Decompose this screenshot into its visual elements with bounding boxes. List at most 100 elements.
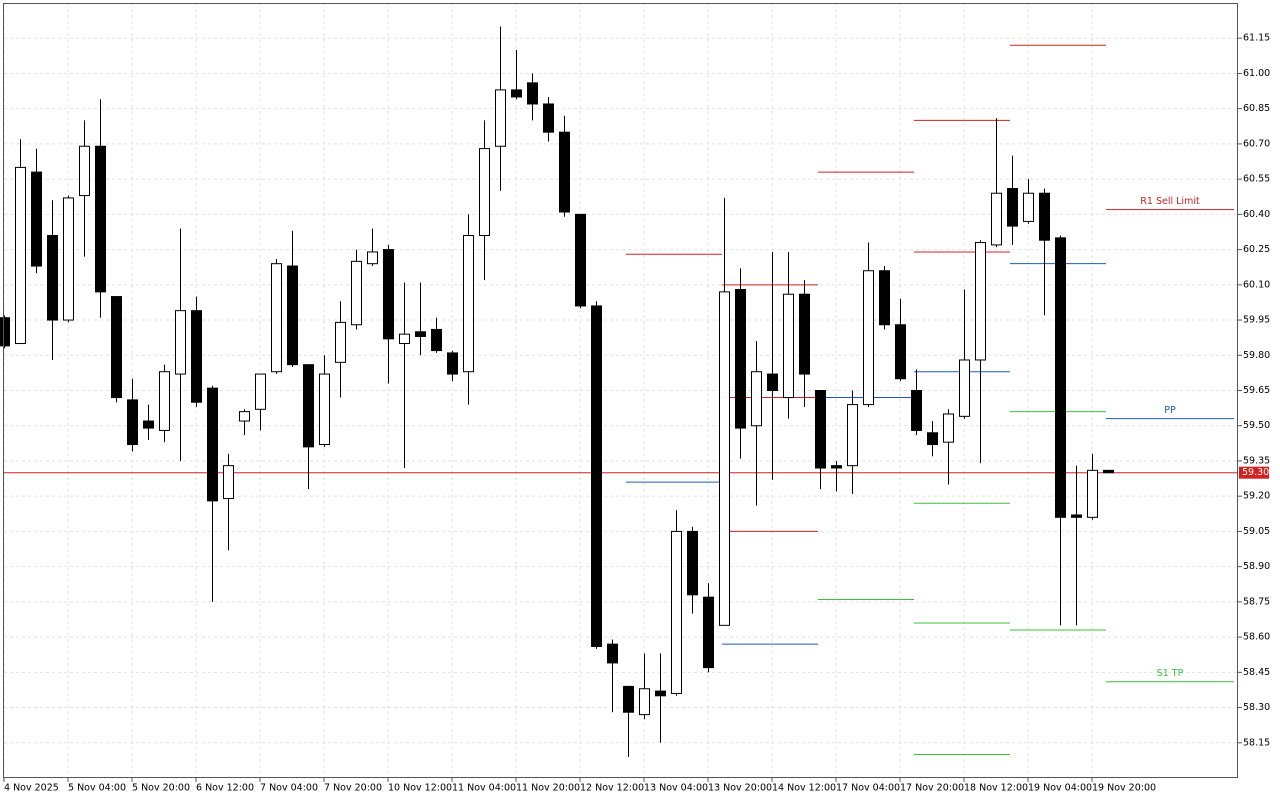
y-tick-label: 60.55 bbox=[1243, 174, 1270, 185]
candle-body bbox=[959, 359, 970, 417]
candle-body bbox=[367, 251, 378, 265]
candle-body bbox=[671, 530, 682, 694]
candle-body bbox=[687, 530, 698, 596]
y-tick-label: 59.65 bbox=[1243, 385, 1270, 396]
candle-body bbox=[1039, 192, 1050, 241]
x-tick-label: 13 Nov 04:00 bbox=[644, 783, 708, 794]
candle-body bbox=[1007, 188, 1018, 227]
y-tick-label: 58.75 bbox=[1243, 596, 1270, 607]
candle-body bbox=[623, 685, 634, 713]
candle-body bbox=[1103, 469, 1114, 474]
y-tick-label: 59.20 bbox=[1243, 491, 1270, 502]
candle-body bbox=[831, 465, 842, 469]
candle-body bbox=[1087, 469, 1098, 518]
y-tick-label: 58.45 bbox=[1243, 667, 1270, 678]
level-label: PP bbox=[1164, 405, 1176, 416]
candle-body bbox=[879, 270, 890, 326]
candle-body bbox=[799, 293, 810, 375]
candle-body bbox=[511, 89, 522, 98]
x-tick-label: 10 Nov 12:00 bbox=[388, 783, 452, 794]
x-tick-label: 18 Nov 12:00 bbox=[964, 783, 1028, 794]
candle-body bbox=[639, 688, 650, 716]
candle-body bbox=[431, 328, 442, 352]
candle-body bbox=[31, 171, 42, 267]
y-tick-label: 60.85 bbox=[1243, 103, 1270, 114]
candle-body bbox=[319, 373, 330, 446]
candle-body bbox=[847, 404, 858, 467]
candle-body bbox=[607, 643, 618, 664]
candle-body bbox=[479, 148, 490, 236]
level-label: R1 Sell Limit bbox=[1140, 196, 1200, 207]
candle-body bbox=[191, 310, 202, 403]
candle-body bbox=[767, 373, 778, 392]
candle-body bbox=[575, 213, 586, 307]
plot-frame bbox=[3, 3, 1238, 778]
x-tick-label: 6 Nov 12:00 bbox=[196, 783, 254, 794]
candle-body bbox=[0, 317, 10, 347]
y-tick-label: 60.10 bbox=[1243, 279, 1270, 290]
candle-body bbox=[271, 263, 282, 373]
candle-body bbox=[239, 411, 250, 422]
candle-body bbox=[527, 82, 538, 105]
x-tick-label: 13 Nov 20:00 bbox=[708, 783, 772, 794]
y-tick-label: 59.95 bbox=[1243, 315, 1270, 326]
candle-body bbox=[559, 131, 570, 213]
candle-body bbox=[95, 145, 106, 293]
candle-body bbox=[79, 145, 90, 197]
x-tick-label: 12 Nov 12:00 bbox=[580, 783, 644, 794]
candle-body bbox=[175, 310, 186, 375]
candle-body bbox=[351, 260, 362, 326]
candle-body bbox=[15, 166, 26, 345]
candle-body bbox=[463, 235, 474, 373]
candle-body bbox=[143, 420, 154, 429]
y-tick-label: 61.15 bbox=[1243, 33, 1270, 44]
candle-body bbox=[943, 413, 954, 443]
axis-layer: 58.15 58.30 58.45 58.60 58.75 58.90 59.05 59.20… bbox=[3, 33, 1270, 794]
candle-body bbox=[863, 270, 874, 406]
candle-body bbox=[303, 364, 314, 448]
x-tick-label: 5 Nov 20:00 bbox=[132, 783, 190, 794]
y-tick-label: 58.90 bbox=[1243, 561, 1270, 572]
candle-body bbox=[255, 373, 266, 410]
candle-body bbox=[751, 371, 762, 427]
candle-body bbox=[415, 331, 426, 337]
y-tick-label: 60.70 bbox=[1243, 138, 1270, 149]
last-price-label: 59.30 bbox=[1242, 467, 1269, 478]
y-tick-label: 60.25 bbox=[1243, 244, 1270, 255]
candle-body bbox=[927, 432, 938, 446]
candle-body bbox=[223, 465, 234, 500]
candle-body bbox=[159, 371, 170, 431]
candle-body bbox=[719, 291, 730, 626]
candle-body bbox=[447, 352, 458, 375]
candle-body bbox=[975, 242, 986, 361]
x-tick-label: 7 Nov 20:00 bbox=[324, 783, 382, 794]
candle-body bbox=[911, 390, 922, 431]
x-tick-label: 7 Nov 04:00 bbox=[260, 783, 318, 794]
candle-body bbox=[63, 197, 74, 321]
x-tick-label: 17 Nov 20:00 bbox=[900, 783, 964, 794]
candle-body bbox=[335, 321, 346, 363]
y-tick-label: 60.40 bbox=[1243, 209, 1270, 220]
x-tick-label: 14 Nov 12:00 bbox=[772, 783, 836, 794]
level-label: S1 TP bbox=[1157, 668, 1184, 679]
candle-body bbox=[1023, 192, 1034, 222]
y-tick-label: 61.00 bbox=[1243, 68, 1270, 79]
y-tick-label: 59.80 bbox=[1243, 350, 1270, 361]
candle-body bbox=[127, 399, 138, 446]
x-tick-label: 19 Nov 04:00 bbox=[1028, 783, 1092, 794]
candle-layer bbox=[0, 26, 1114, 757]
candle-body bbox=[991, 192, 1002, 246]
candle-body bbox=[735, 289, 746, 429]
candle-body bbox=[111, 296, 122, 399]
candle-body bbox=[1071, 514, 1082, 518]
candle-body bbox=[399, 333, 410, 345]
candle-body bbox=[655, 690, 666, 697]
x-tick-label: 17 Nov 04:00 bbox=[836, 783, 900, 794]
candle-body bbox=[783, 293, 794, 399]
candle-body bbox=[47, 235, 58, 321]
y-tick-label: 58.30 bbox=[1243, 702, 1270, 713]
x-tick-label: 11 Nov 04:00 bbox=[452, 783, 516, 794]
y-tick-label: 58.15 bbox=[1243, 737, 1270, 748]
